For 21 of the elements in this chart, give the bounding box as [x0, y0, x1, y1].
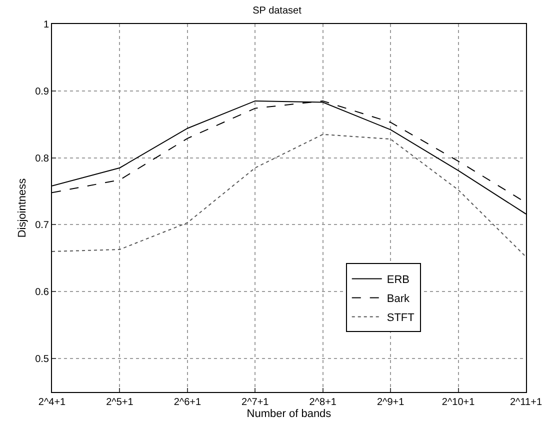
legend-label: Bark [386, 292, 410, 305]
x-tick-label: 2^6+1 [174, 397, 202, 408]
y-tick-label: 0.8 [35, 153, 50, 164]
y-tick-label: 1 [43, 20, 50, 30]
x-tick-label: 2^4+1 [38, 397, 66, 408]
x-axis-title: Number of bands [246, 408, 332, 420]
x-tick-label: 2^7+1 [242, 397, 270, 408]
x-tick-label: 2^5+1 [106, 397, 134, 408]
x-tick-label: 2^9+1 [376, 397, 405, 408]
legend-label: STFT [386, 312, 415, 324]
line-series [52, 134, 526, 258]
y-tick-label: 0.6 [35, 287, 50, 298]
y-tick-label: 0.9 [35, 86, 50, 98]
chart-title: SP dataset [252, 5, 302, 16]
y-tick-label: 0.7 [35, 220, 50, 232]
legend-label: ERB [386, 274, 410, 286]
y-axis-title: Disjointness [16, 178, 29, 238]
x-tick-label: 2^8+1 [309, 397, 337, 408]
x-tick-label: 2^11+1 [510, 397, 542, 408]
x-tick-label: 2^10+1 [442, 397, 476, 408]
y-tick-label: 0.5 [35, 354, 50, 366]
